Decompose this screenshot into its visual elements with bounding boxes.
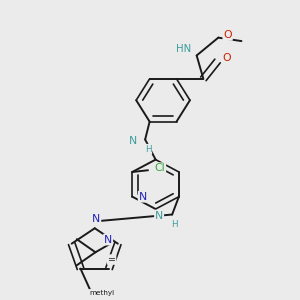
Text: H: H bbox=[145, 145, 152, 154]
Text: Cl: Cl bbox=[154, 163, 165, 173]
Text: N: N bbox=[104, 235, 112, 244]
Text: N: N bbox=[155, 211, 163, 220]
Text: N: N bbox=[92, 214, 100, 224]
Text: O: O bbox=[222, 52, 231, 62]
Text: N: N bbox=[139, 192, 147, 202]
Text: methyl: methyl bbox=[89, 290, 114, 296]
Text: H: H bbox=[171, 220, 177, 229]
Text: N: N bbox=[129, 136, 137, 146]
Text: =: = bbox=[108, 255, 116, 264]
Text: O: O bbox=[223, 30, 232, 40]
Text: HN: HN bbox=[176, 44, 191, 54]
